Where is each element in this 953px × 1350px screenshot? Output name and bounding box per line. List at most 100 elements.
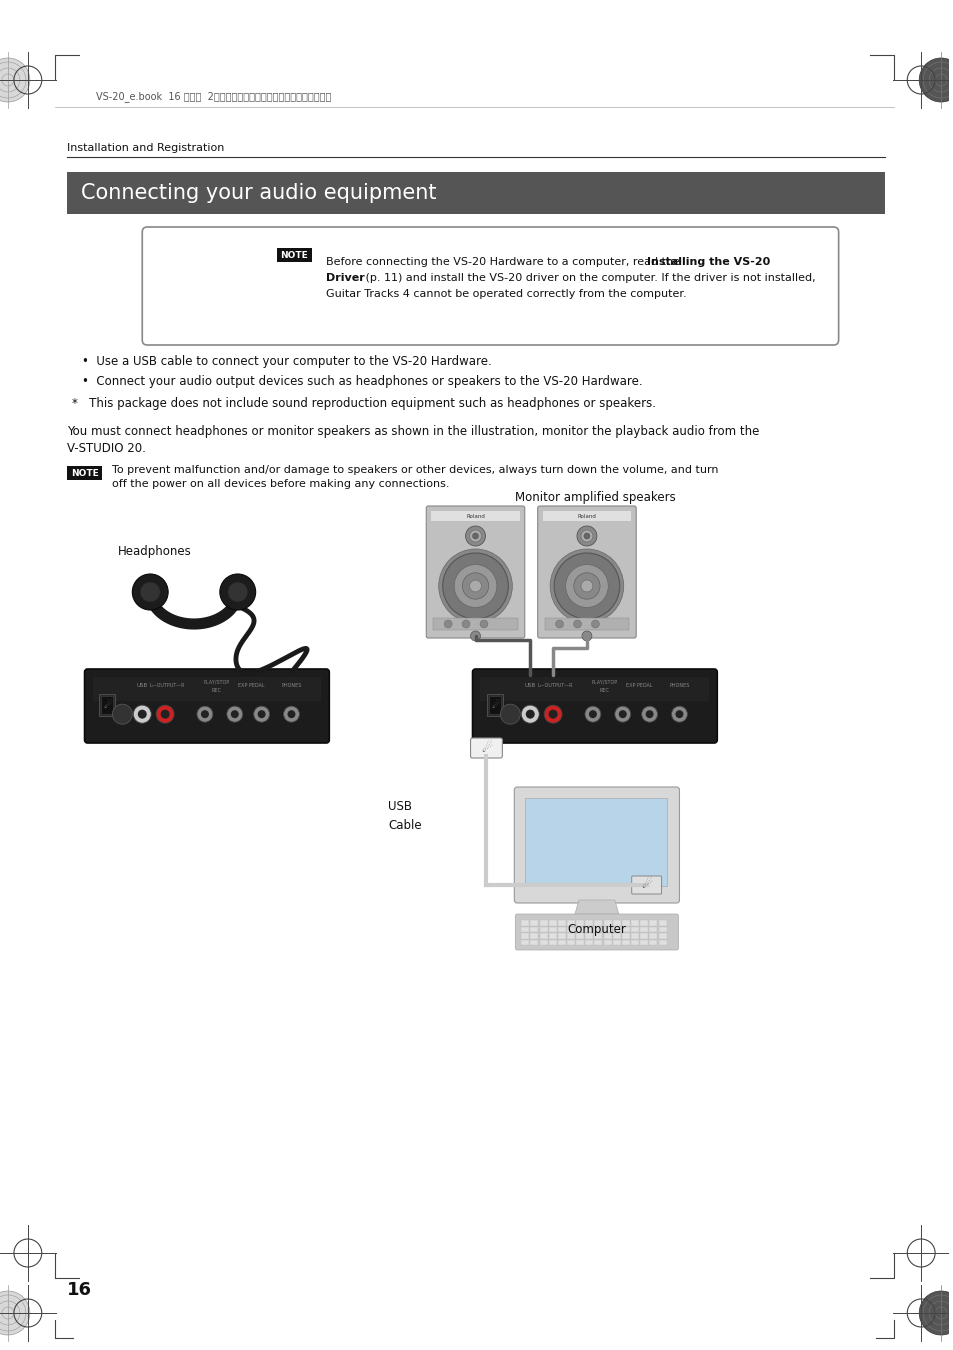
Text: ☄: ☄ (491, 699, 499, 710)
Bar (67, 466, 102, 481)
Bar (658, 933, 666, 938)
Circle shape (196, 706, 213, 722)
Text: ☄: ☄ (480, 741, 492, 755)
FancyBboxPatch shape (426, 506, 524, 639)
Bar (542, 512, 631, 521)
Circle shape (438, 549, 512, 622)
Circle shape (454, 564, 497, 608)
Circle shape (479, 620, 487, 628)
Bar (621, 940, 629, 945)
Bar (631, 933, 639, 938)
Text: Installing the VS-20: Installing the VS-20 (646, 256, 769, 267)
Text: Roland: Roland (466, 513, 484, 518)
Bar (548, 926, 557, 931)
Circle shape (583, 533, 589, 539)
Circle shape (500, 705, 519, 724)
Circle shape (0, 1291, 30, 1335)
Bar (539, 933, 547, 938)
Text: (p. 11) and install the VS-20 driver on the computer. If the driver is not insta: (p. 11) and install the VS-20 driver on … (362, 273, 815, 284)
FancyBboxPatch shape (85, 670, 329, 743)
Circle shape (554, 554, 619, 620)
Circle shape (614, 706, 630, 722)
Circle shape (641, 706, 657, 722)
Circle shape (469, 580, 481, 591)
Circle shape (442, 554, 508, 620)
Text: You must connect headphones or monitor speakers as shown in the illustration, mo: You must connect headphones or monitor s… (67, 425, 759, 439)
Bar (539, 919, 547, 926)
Circle shape (618, 710, 626, 718)
Circle shape (565, 564, 608, 608)
Bar (92, 676, 321, 701)
Circle shape (919, 58, 953, 103)
Bar (530, 933, 537, 938)
FancyBboxPatch shape (515, 914, 678, 950)
Circle shape (137, 710, 147, 718)
Bar (631, 919, 639, 926)
Circle shape (472, 533, 478, 539)
Text: To prevent malfunction and/or damage to speakers or other devices, always turn d: To prevent malfunction and/or damage to … (112, 464, 719, 475)
FancyBboxPatch shape (631, 876, 660, 894)
Bar (639, 933, 647, 938)
Bar (566, 919, 575, 926)
Polygon shape (575, 900, 618, 914)
Text: Installation and Registration: Installation and Registration (67, 143, 224, 153)
Circle shape (548, 710, 557, 718)
Bar (649, 926, 657, 931)
Text: PLAY/STOP: PLAY/STOP (591, 680, 618, 684)
Circle shape (156, 705, 173, 724)
Text: L—OUTPUT—R: L—OUTPUT—R (537, 683, 572, 688)
Bar (639, 926, 647, 931)
Bar (585, 940, 593, 945)
Bar (576, 919, 583, 926)
Bar (621, 926, 629, 931)
Bar (548, 933, 557, 938)
Bar (525, 798, 666, 886)
Circle shape (550, 549, 623, 622)
Bar (649, 933, 657, 938)
Circle shape (469, 531, 481, 541)
Text: Before connecting the VS-20 Hardware to a computer, read the: Before connecting the VS-20 Hardware to … (326, 256, 683, 267)
Text: PLAY/STOP: PLAY/STOP (204, 680, 230, 684)
Text: USB: USB (136, 683, 148, 688)
Bar (612, 919, 620, 926)
Circle shape (580, 580, 592, 591)
Bar (658, 926, 666, 931)
Text: REC: REC (212, 688, 222, 693)
Circle shape (581, 630, 591, 641)
FancyBboxPatch shape (470, 738, 502, 757)
Bar (612, 926, 620, 931)
Circle shape (231, 710, 238, 718)
Bar (639, 919, 647, 926)
Text: ☄: ☄ (103, 699, 112, 710)
Circle shape (591, 620, 598, 628)
Bar (566, 926, 575, 931)
Bar (489, 695, 501, 714)
Bar (544, 618, 629, 630)
Bar (594, 933, 602, 938)
Bar (603, 919, 611, 926)
Circle shape (287, 710, 295, 718)
Bar (548, 940, 557, 945)
Text: USB
Cable: USB Cable (388, 801, 421, 832)
Text: EXP PEDAL: EXP PEDAL (626, 683, 652, 688)
Bar (603, 933, 611, 938)
Circle shape (580, 531, 592, 541)
Bar (612, 940, 620, 945)
Bar (101, 695, 113, 714)
Text: PHONES: PHONES (669, 683, 689, 688)
Circle shape (573, 620, 581, 628)
Text: *   This package does not include sound reproduction equipment such as headphone: * This package does not include sound re… (71, 397, 655, 409)
Text: Connecting your audio equipment: Connecting your audio equipment (80, 184, 436, 202)
Bar (548, 919, 557, 926)
Bar (649, 919, 657, 926)
Bar (566, 933, 575, 938)
Text: •  Use a USB cable to connect your computer to the VS-20 Hardware.: • Use a USB cable to connect your comput… (82, 355, 491, 369)
Circle shape (645, 710, 653, 718)
Bar (621, 933, 629, 938)
Bar (639, 940, 647, 945)
Text: NOTE: NOTE (280, 251, 308, 259)
Bar (649, 940, 657, 945)
Bar (621, 919, 629, 926)
Bar (585, 926, 593, 931)
Text: PHONES: PHONES (281, 683, 301, 688)
